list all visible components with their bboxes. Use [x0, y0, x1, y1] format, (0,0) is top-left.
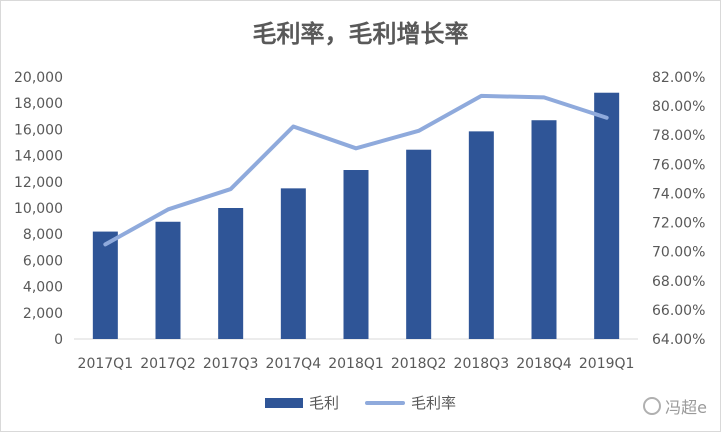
- y-left-tick-label: 6,000: [23, 253, 63, 269]
- bar: [218, 208, 244, 339]
- y-left-tick-label: 14,000: [14, 149, 63, 165]
- bar: [406, 149, 432, 339]
- y-left-tick-label: 16,000: [14, 122, 63, 138]
- y-left-tick-label: 20,000: [14, 70, 63, 86]
- x-tick-label: 2017Q2: [140, 356, 196, 372]
- y-left-tick-label: 12,000: [14, 175, 63, 191]
- legend-label-bar: 毛利: [308, 394, 339, 412]
- y-right-tick-label: 72.00%: [652, 216, 705, 232]
- y-right-tick-label: 78.00%: [652, 128, 705, 144]
- watermark-text: 冯超e: [665, 398, 707, 417]
- bar: [531, 120, 557, 339]
- legend-item-line: 毛利率: [365, 392, 456, 413]
- x-tick-label: 2018Q1: [328, 356, 384, 372]
- legend-item-bar: 毛利: [264, 392, 339, 413]
- y-right-tick-label: 66.00%: [652, 303, 705, 319]
- legend-label-line: 毛利率: [411, 394, 457, 412]
- legend-swatch-bar: [264, 397, 303, 408]
- y-right-tick-label: 70.00%: [652, 245, 705, 261]
- y-right-tick-label: 80.00%: [652, 99, 705, 115]
- wechat-icon: [643, 397, 662, 415]
- y-left-tick-label: 0: [54, 332, 63, 348]
- legend-swatch-line: [365, 400, 405, 405]
- y-left-tick-label: 4,000: [23, 280, 63, 296]
- bar: [594, 92, 620, 339]
- x-tick-label: 2017Q1: [78, 356, 134, 372]
- x-tick-label: 2018Q2: [391, 356, 447, 372]
- y-left-tick-label: 8,000: [23, 227, 63, 243]
- y-right-tick-label: 76.00%: [652, 157, 705, 173]
- x-tick-label: 2017Q3: [203, 356, 259, 372]
- bar: [343, 170, 369, 339]
- bar: [155, 221, 181, 339]
- x-tick-label: 2019Q1: [579, 356, 635, 372]
- x-tick-label: 2018Q4: [516, 356, 572, 372]
- y-left-tick-label: 18,000: [14, 96, 63, 112]
- y-right-tick-label: 64.00%: [652, 332, 705, 348]
- y-left-tick-label: 2,000: [23, 306, 63, 322]
- bar: [92, 231, 118, 339]
- bar: [280, 188, 306, 339]
- x-tick-label: 2018Q3: [454, 356, 510, 372]
- y-right-tick-label: 82.00%: [652, 70, 705, 86]
- x-tick-label: 2017Q4: [266, 356, 322, 372]
- y-right-tick-label: 74.00%: [652, 186, 705, 202]
- legend: 毛利 毛利率: [0, 392, 721, 413]
- bar: [468, 131, 494, 339]
- chart-title: 毛利率，毛利增长率: [252, 20, 469, 48]
- watermark: 冯超e: [643, 394, 707, 418]
- y-left-tick-label: 10,000: [14, 201, 63, 217]
- y-right-tick-label: 68.00%: [652, 274, 705, 290]
